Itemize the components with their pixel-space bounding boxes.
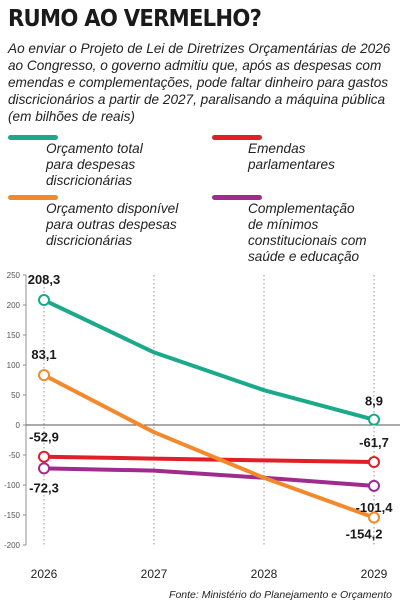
x-tick-label: 2028 [251, 567, 278, 581]
legend-item-orcamento-disponivel: Orçamento disponível para outras despesa… [8, 195, 203, 250]
legend-label: Emendas parlamentares [248, 141, 335, 172]
data-point-marker [368, 479, 380, 492]
y-tick-label: 200 [7, 301, 21, 310]
series-line [42, 298, 376, 422]
series-line [42, 373, 376, 520]
legend-label: Orçamento disponível para outras despesa… [46, 201, 179, 248]
data-label: 83,1 [31, 347, 56, 362]
data-label: -72,3 [29, 480, 59, 495]
series-line [42, 454, 376, 465]
y-tick-label: 150 [7, 331, 21, 340]
y-tick-label: -150 [4, 511, 21, 520]
data-point-marker [368, 456, 380, 469]
data-point-marker [38, 450, 50, 463]
chart-subtitle: Ao enviar o Projeto de Lei de Diretrizes… [8, 41, 391, 124]
data-point-marker [368, 413, 380, 426]
legend-item-emendas: Emendas parlamentares [212, 135, 397, 175]
y-tick-label: -200 [4, 541, 21, 550]
legend-swatch-green [8, 135, 58, 140]
legend-swatch-red [212, 135, 262, 140]
line-chart: 250 200 150 100 50 0 -50 -100 -150 -200 2026 2027 20… [4, 271, 400, 581]
data-point-marker [38, 294, 50, 307]
x-tick-label: 2026 [31, 567, 58, 581]
y-tick-label: 50 [11, 391, 20, 400]
y-tick-label: 100 [7, 361, 21, 370]
data-label: -52,9 [29, 430, 59, 445]
data-label: -101,4 [356, 500, 394, 515]
chart-title: RUMO AO VERMELHO? [8, 6, 262, 32]
legend-swatch-orange [8, 195, 58, 200]
y-tick-label: 0 [16, 421, 21, 430]
data-point-marker [38, 462, 50, 475]
series-line [42, 466, 376, 488]
data-label: 208,3 [28, 272, 61, 287]
x-tick-label: 2027 [141, 567, 168, 581]
source-note: Fonte: Ministério do Planejamento e Orça… [169, 589, 392, 601]
x-tick-label: 2029 [361, 567, 388, 581]
data-label: -61,7 [359, 435, 389, 450]
y-tick-label: -50 [8, 451, 20, 460]
legend-item-complementacao: Complementação de mínimos constitucionai… [212, 195, 397, 265]
y-tick-label: -100 [4, 481, 21, 490]
data-point-marker [38, 369, 50, 382]
y-tick-label: 250 [7, 271, 21, 280]
legend-swatch-purple [212, 195, 262, 200]
legend-label: Orçamento total para despesas discricion… [46, 141, 143, 188]
data-point-marker [368, 511, 380, 524]
data-label: 8,9 [365, 394, 383, 409]
data-label: -154,2 [346, 527, 383, 542]
legend-item-orcamento-total: Orçamento total para despesas discricion… [8, 135, 193, 190]
legend-label: Complementação de mínimos constitucionai… [248, 201, 367, 264]
